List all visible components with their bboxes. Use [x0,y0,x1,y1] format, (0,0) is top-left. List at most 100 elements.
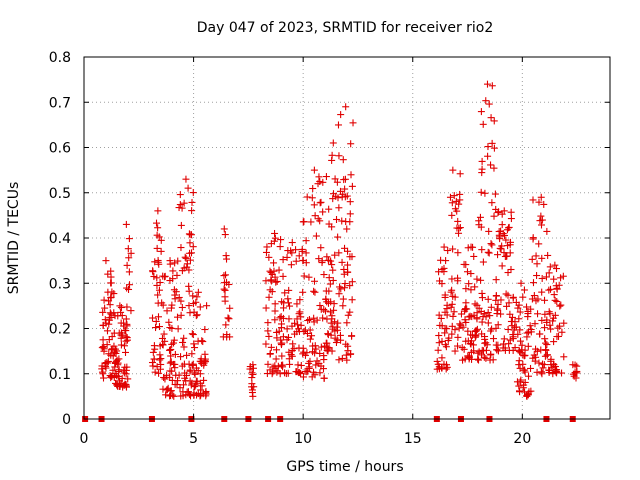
data-point [184,184,192,192]
data-point [188,350,196,358]
data-point [278,352,286,360]
data-point [267,277,275,285]
data-point [477,276,485,284]
data-point [160,330,168,338]
data-point [175,371,183,379]
data-point [344,247,352,255]
data-point [272,278,280,286]
data-point [545,286,553,294]
data-point [537,193,545,201]
data-point [527,364,535,372]
data-point [264,327,272,335]
data-point [478,289,486,297]
data-point [316,302,324,310]
data-point [325,220,333,228]
data-point [177,311,185,319]
data-point [449,245,457,253]
data-point [299,344,307,352]
data-point [488,199,496,207]
data-point [485,100,493,108]
data-point [162,391,170,399]
data-point [523,303,531,311]
data-point [546,263,554,271]
data-point [482,313,490,321]
data-point [194,367,202,375]
data-point [553,333,561,341]
data-point [485,249,493,257]
data-point [153,244,161,252]
data-point [174,377,182,385]
data-point [459,323,467,331]
data-point [515,382,523,390]
data-point [544,251,552,259]
data-point [494,300,502,308]
data-point [550,275,558,283]
data-point [302,259,310,267]
data-point [163,307,171,315]
data-point [463,268,471,276]
data-point [487,240,495,248]
data-point [443,305,451,313]
data-point [180,199,188,207]
data-point [338,258,346,266]
data-point [541,324,549,332]
data-point [549,370,557,378]
data-point [189,189,197,197]
data-point [150,355,158,363]
data-point [511,318,519,326]
data-point [480,310,488,318]
data-point [327,331,335,339]
data-point [222,252,230,260]
data-point [285,286,293,294]
data-point [308,194,316,202]
data-point [441,329,449,337]
data-point [560,319,568,327]
data-point [557,301,565,309]
data-point [188,330,196,338]
data-point [553,367,561,375]
data-point [286,302,294,310]
data-point [335,356,343,364]
data-point [436,321,444,329]
data-point [315,255,323,263]
data-point [465,280,473,288]
data-point [166,257,174,265]
data-point [329,195,337,203]
data-point [343,319,351,327]
data-point [156,279,164,287]
data-point [450,192,458,200]
data-point [319,208,327,216]
data-point [494,341,502,349]
data-point [222,271,230,279]
data-point [473,315,481,323]
data-point [159,301,167,309]
data-point [523,329,531,337]
data-point [504,269,512,277]
data-point [529,279,537,287]
data-point [461,316,469,324]
data-point [175,293,183,301]
data-point [505,340,513,348]
data-point [189,292,197,300]
data-point [151,368,159,376]
y-tick-label: 0.2 [49,322,71,338]
data-point [543,351,551,359]
data-point [438,354,446,362]
data-point [488,241,496,249]
data-point [186,239,194,247]
data-point [300,218,308,226]
data-point [294,361,302,369]
data-point [569,361,577,369]
data-point [167,387,175,395]
data-point [527,387,535,395]
data-point [311,212,319,220]
data-point [521,368,529,376]
data-point [181,369,189,377]
data-point [333,178,341,186]
data-point [451,293,459,301]
data-point [435,332,443,340]
data-point [543,341,551,349]
data-point [515,361,523,369]
data-point [341,185,349,193]
